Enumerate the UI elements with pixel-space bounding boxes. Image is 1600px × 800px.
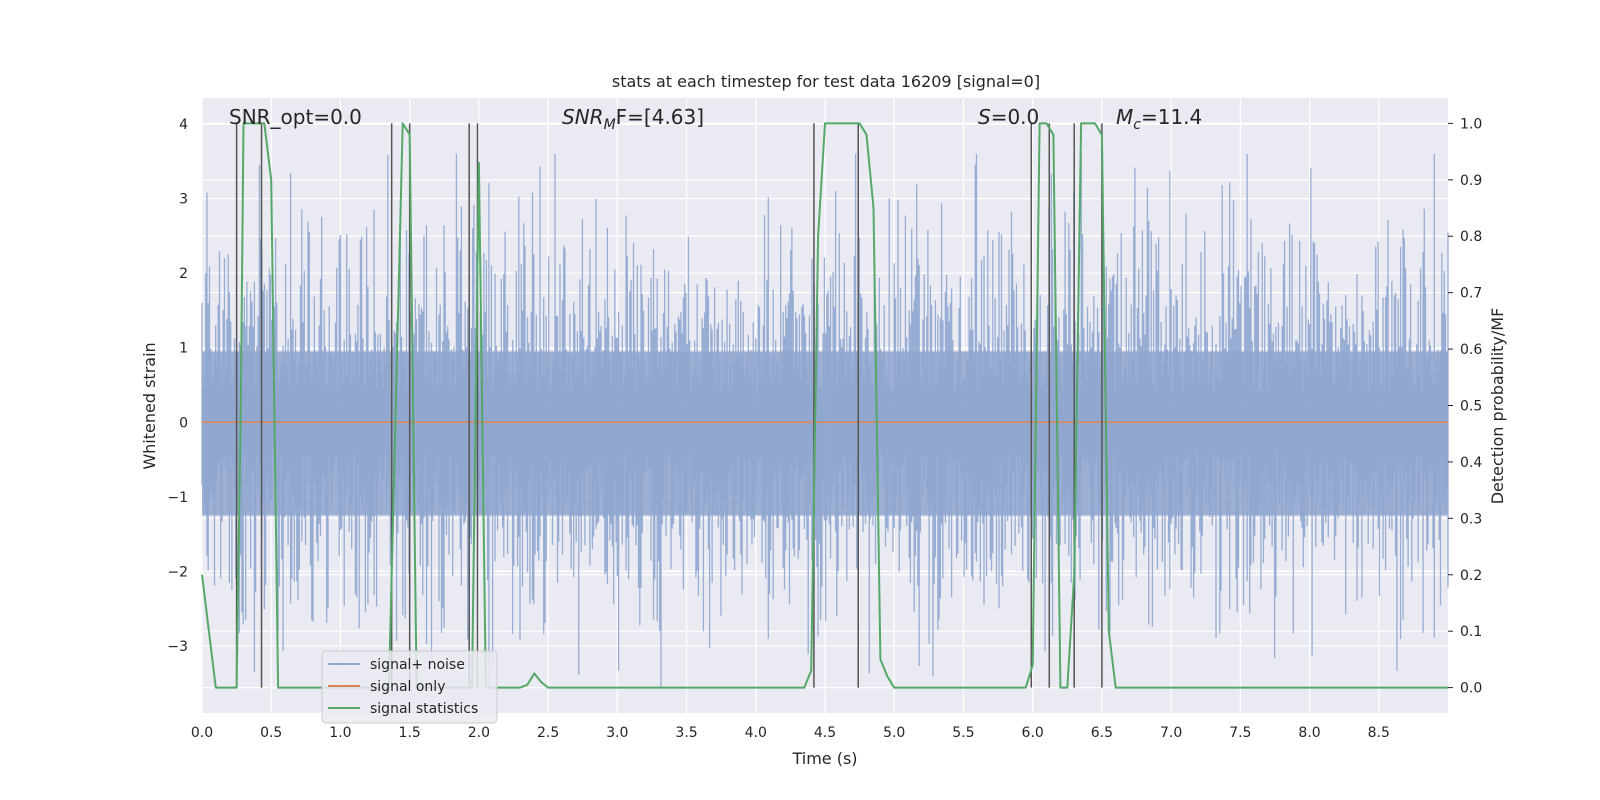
x-tick-label: 1.0 (329, 725, 351, 741)
series-signal-statistics (201, 122, 1448, 689)
x-tick-label: 2.5 (537, 725, 559, 741)
x-tick-label: 4.5 (814, 725, 836, 741)
y-tick-label: 0 (179, 415, 188, 431)
x-axis-label: Time (s) (791, 749, 857, 768)
x-tick-label: 3.0 (606, 725, 628, 741)
legend-label-signal-statistics: signal statistics (370, 701, 478, 717)
y2-tick-label: 1.0 (1460, 116, 1482, 132)
x-tick-label: 6.5 (1091, 725, 1113, 741)
x-tick-label: 0.5 (260, 725, 282, 741)
legend-label-signal-plus-noise: signal+ noise (370, 657, 465, 673)
annotation-snr-mf-symbol: SNR (562, 105, 604, 129)
y-tick-label: 1 (179, 341, 188, 357)
y-tick-labels-left: −3 −2 −1 0 1 2 3 4 (167, 117, 188, 655)
y-tick-label: 4 (179, 117, 188, 133)
y-tick-label: −2 (167, 564, 188, 580)
x-tick-label: 8.5 (1368, 725, 1390, 741)
y2-tick-label: 0.1 (1460, 624, 1482, 640)
y2-tick-label: 0.7 (1460, 286, 1482, 302)
y-tick-label: −1 (167, 490, 188, 506)
x-tick-label: 6.0 (1022, 725, 1044, 741)
y-tick-label: 3 (179, 192, 188, 208)
y2-tick-label: 0.5 (1460, 399, 1482, 415)
x-tick-label: 5.0 (883, 725, 905, 741)
annotation-mc-symbol: M (1116, 105, 1133, 129)
annotation-snr-mf: SNRMF=[4.63] (562, 105, 704, 133)
y2-tick-label: 0.3 (1460, 511, 1482, 527)
annotation-s: S=0.0 (978, 105, 1039, 129)
y2-tick-label: 0.2 (1460, 568, 1482, 584)
legend-label-signal-only: signal only (370, 679, 445, 695)
annotation-snr-mf-subscript: M (604, 117, 616, 133)
annotation-mc: Mc=11.4 (1116, 105, 1202, 133)
y2-tick-label: 0.8 (1460, 229, 1482, 245)
x-tick-labels: 0.0 0.5 1.0 1.5 2.0 2.5 3.0 3.5 4.0 4.5 5.0 5.5 6.0 6… (191, 725, 1390, 741)
x-tick-label: 5.5 (952, 725, 974, 741)
x-tick-label: 7.0 (1160, 725, 1182, 741)
y2-tick-label: 0.0 (1460, 681, 1482, 697)
y-axis-label-left: Whitened strain (140, 342, 159, 469)
legend: signal+ noise signal only signal statist… (321, 650, 498, 724)
y2-tick-label: 0.9 (1460, 173, 1482, 189)
annotation-snr-opt: SNR_opt=0.0 (229, 105, 362, 129)
y2-tick-label: 0.4 (1460, 455, 1482, 471)
x-tick-label: 1.5 (399, 725, 421, 741)
x-tick-label: 4.0 (745, 725, 767, 741)
annotation-snr-mf-value: F=[4.63] (616, 105, 704, 129)
y2-tick-label: 0.6 (1460, 342, 1482, 358)
noise-trace (201, 153, 1449, 687)
annotation-s-value: =0.0 (991, 105, 1040, 129)
y-tick-label: 2 (179, 266, 188, 282)
chart-title: stats at each timestep for test data 162… (612, 72, 1040, 91)
annotation-s-symbol: S (978, 105, 991, 129)
y-tick-labels-right: 0.0 0.1 0.2 0.3 0.4 0.5 0.6 0.7 0.8 0.9 1.0 (1448, 116, 1482, 697)
x-tick-label: 2.0 (468, 725, 490, 741)
x-tick-label: 8.0 (1298, 725, 1320, 741)
y-tick-label: −3 (167, 639, 188, 655)
x-tick-label: 3.5 (675, 725, 697, 741)
legend-box (321, 650, 498, 724)
x-tick-label: 7.5 (1229, 725, 1251, 741)
annotation-mc-subscript: c (1133, 117, 1141, 133)
y-axis-label-right: Detection probability/MF (1488, 308, 1507, 505)
x-tick-label: 0.0 (191, 725, 213, 741)
annotation-mc-value: =11.4 (1141, 105, 1202, 129)
